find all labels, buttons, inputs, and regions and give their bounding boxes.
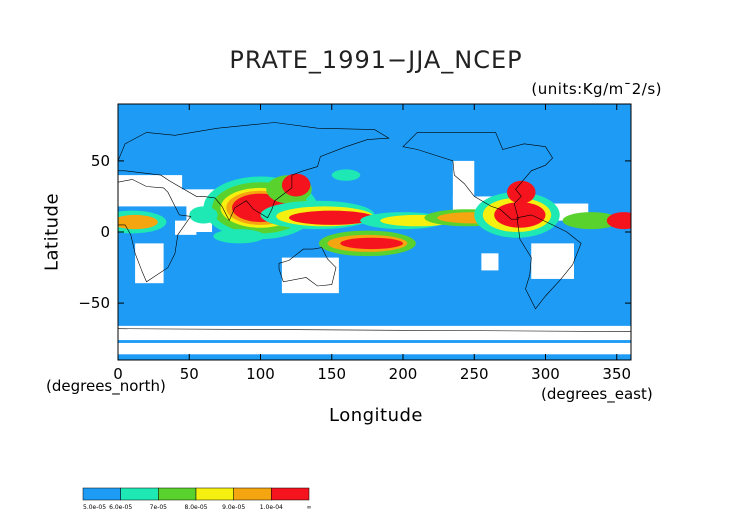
- legend-swatch: [271, 487, 310, 501]
- rain-cell: [494, 202, 546, 228]
- dry-med: [132, 192, 190, 204]
- chart-title: PRATE_1991−JJA_NCEP: [229, 46, 523, 74]
- dry-north-america: [452, 160, 475, 201]
- x-axis-label: Longitude: [328, 405, 424, 426]
- x-tick-label: 100: [246, 365, 275, 383]
- dry-australia: [281, 257, 339, 294]
- rain-cell: [331, 169, 361, 181]
- y-unit-label: (degrees_north): [46, 377, 166, 395]
- rain-cell: [213, 229, 265, 244]
- legend-swatch: [195, 487, 234, 501]
- legend-swatch: [158, 487, 197, 501]
- legend-label: 8.0e-05: [184, 504, 207, 511]
- x-tick-label: 300: [531, 365, 560, 383]
- rain-cell: [118, 214, 158, 230]
- rain-cell: [606, 212, 631, 230]
- legend-swatch: [120, 487, 159, 501]
- antarctic-coastline: [118, 328, 631, 332]
- dry-pacific-sw: [481, 253, 499, 271]
- dry-south-africa: [135, 243, 164, 284]
- legend-label: 5.0e-05: [83, 504, 106, 511]
- rain-cell: [289, 210, 375, 225]
- dry-antarctica-coast: [118, 325, 631, 341]
- x-tick-label: 250: [460, 365, 489, 383]
- coastline: [118, 179, 192, 283]
- rain-cell: [562, 212, 620, 230]
- x-tick-label: 150: [317, 365, 346, 383]
- legend-label: 7e-05: [150, 504, 167, 511]
- x-unit-label: (degrees_east): [541, 385, 653, 403]
- legend-swatch: [82, 487, 121, 501]
- y-tick-label: 0: [100, 223, 110, 241]
- coastline: [278, 247, 337, 287]
- x-tick-label: 350: [602, 365, 631, 383]
- coastline: [118, 122, 390, 222]
- y-axis-label: Latitude: [41, 192, 63, 272]
- coastline: [516, 214, 582, 310]
- y-tick-label: 50: [91, 152, 110, 170]
- y-tick-label: −50: [78, 294, 110, 312]
- rain-cell: [281, 173, 311, 197]
- legend-label: 6.0e-05: [109, 504, 132, 511]
- legend-label: 1.0e-04: [260, 504, 283, 511]
- legend-label: ∞: [307, 504, 312, 511]
- x-tick-label: 0: [113, 365, 123, 383]
- legend-swatch: [233, 487, 272, 501]
- x-tick-label: 200: [389, 365, 418, 383]
- x-tick-label: 50: [180, 365, 199, 383]
- legend-label: 9.0e-05: [222, 504, 245, 511]
- dry-antarctica: [118, 342, 631, 355]
- rain-cell: [189, 206, 218, 224]
- rain-cell: [340, 237, 403, 250]
- dry-horn: [175, 220, 197, 235]
- rain-cell: [507, 180, 536, 204]
- units-label: (units:Kg/m¯2/s): [531, 80, 662, 98]
- coastline: [402, 132, 553, 220]
- dry-south-america: [531, 243, 574, 279]
